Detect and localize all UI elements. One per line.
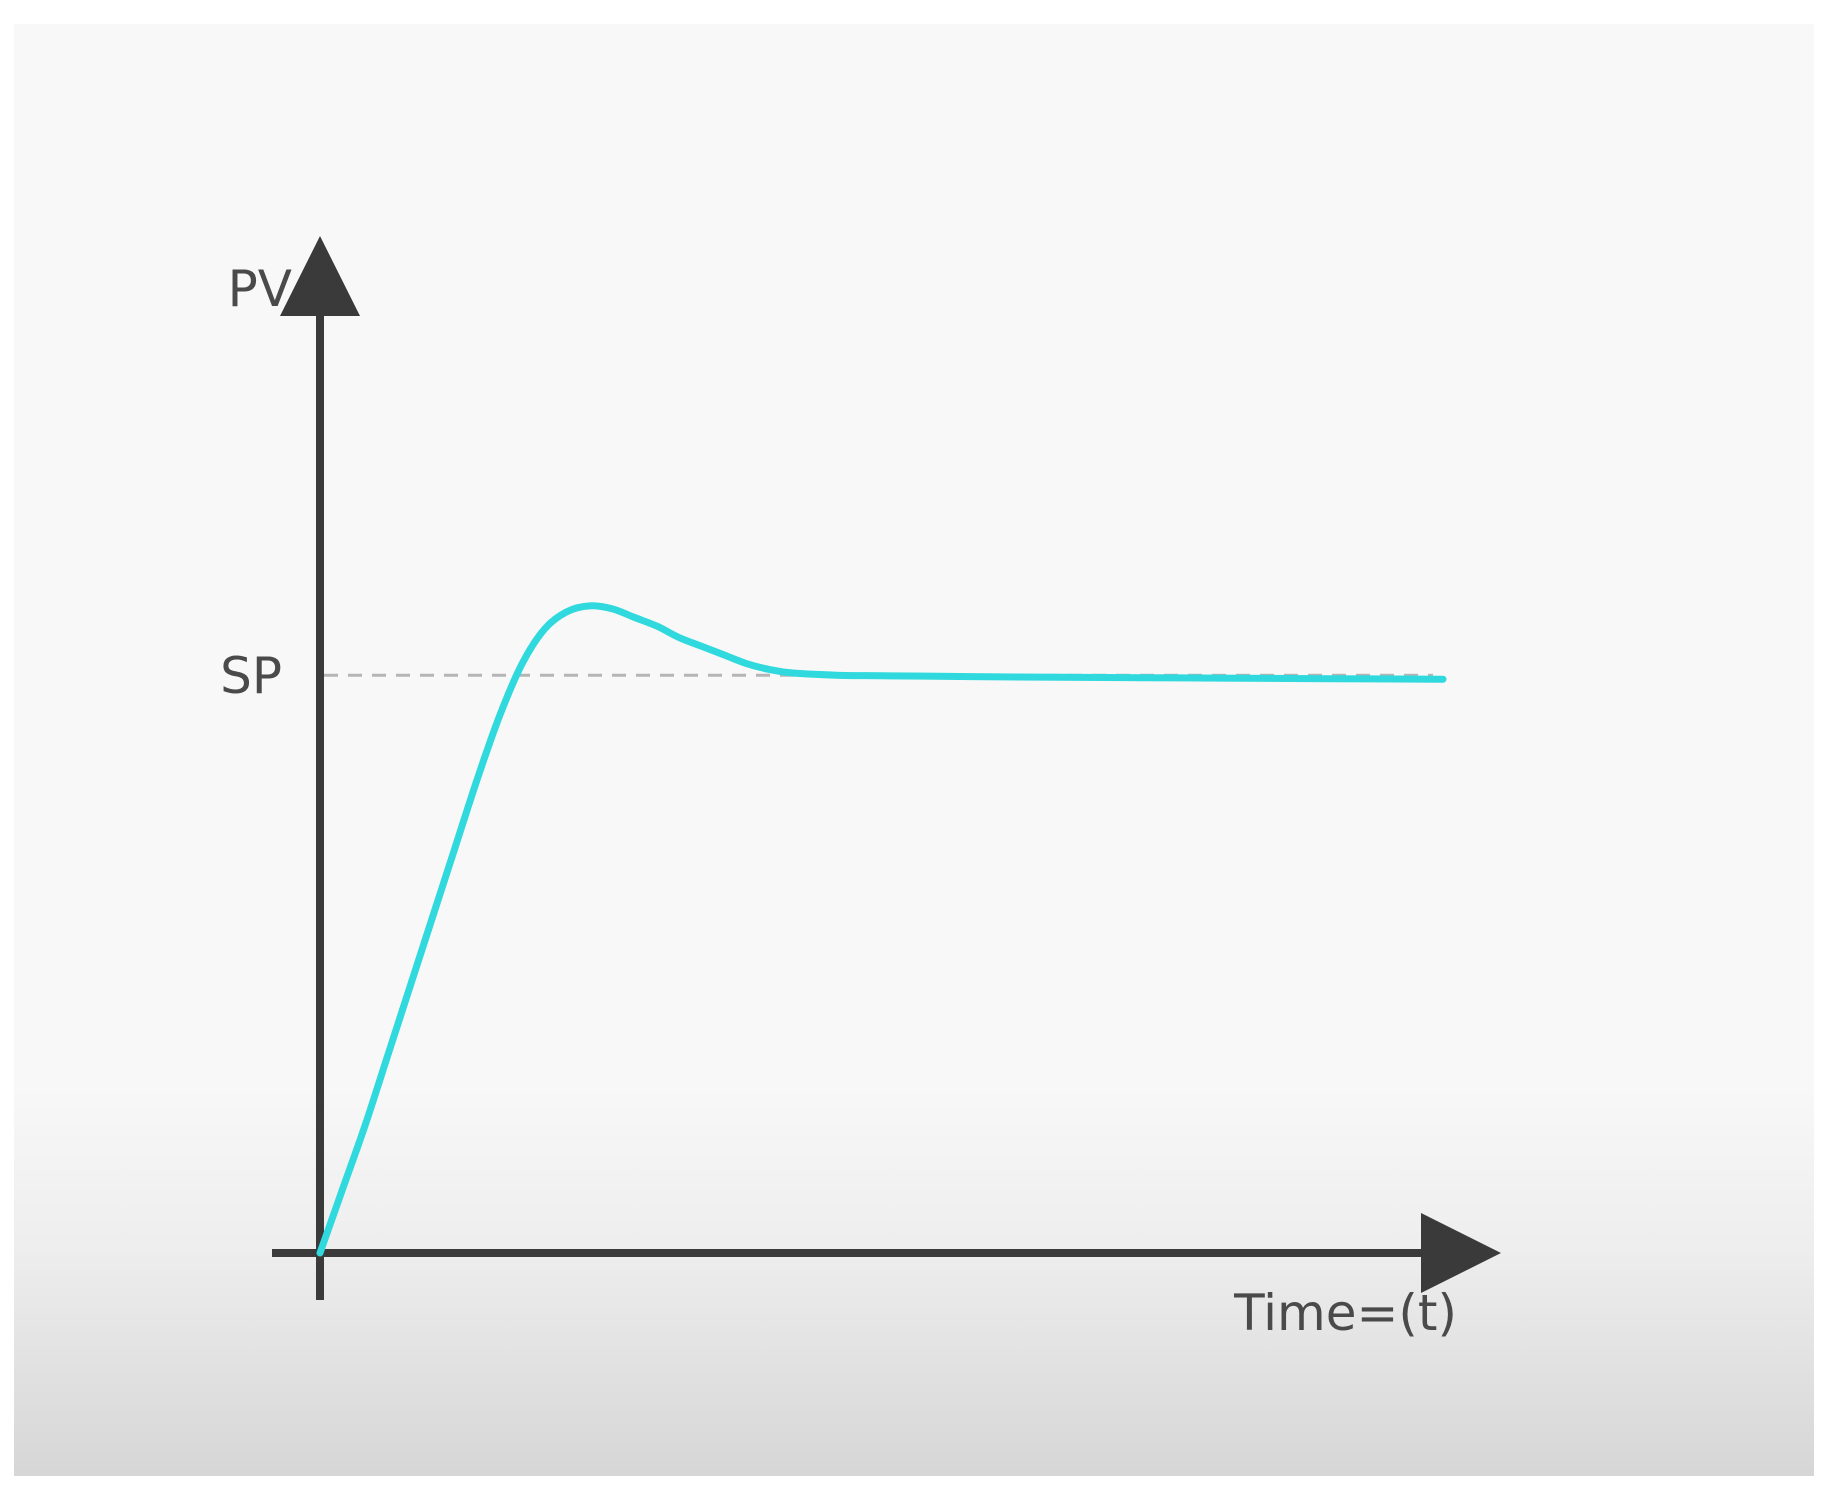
- reference-line-label: SP: [220, 647, 282, 705]
- x-axis-label: Time=(t): [1233, 1284, 1457, 1342]
- series-line-0: [316, 602, 1447, 1257]
- y-axis-label: PV: [228, 260, 292, 318]
